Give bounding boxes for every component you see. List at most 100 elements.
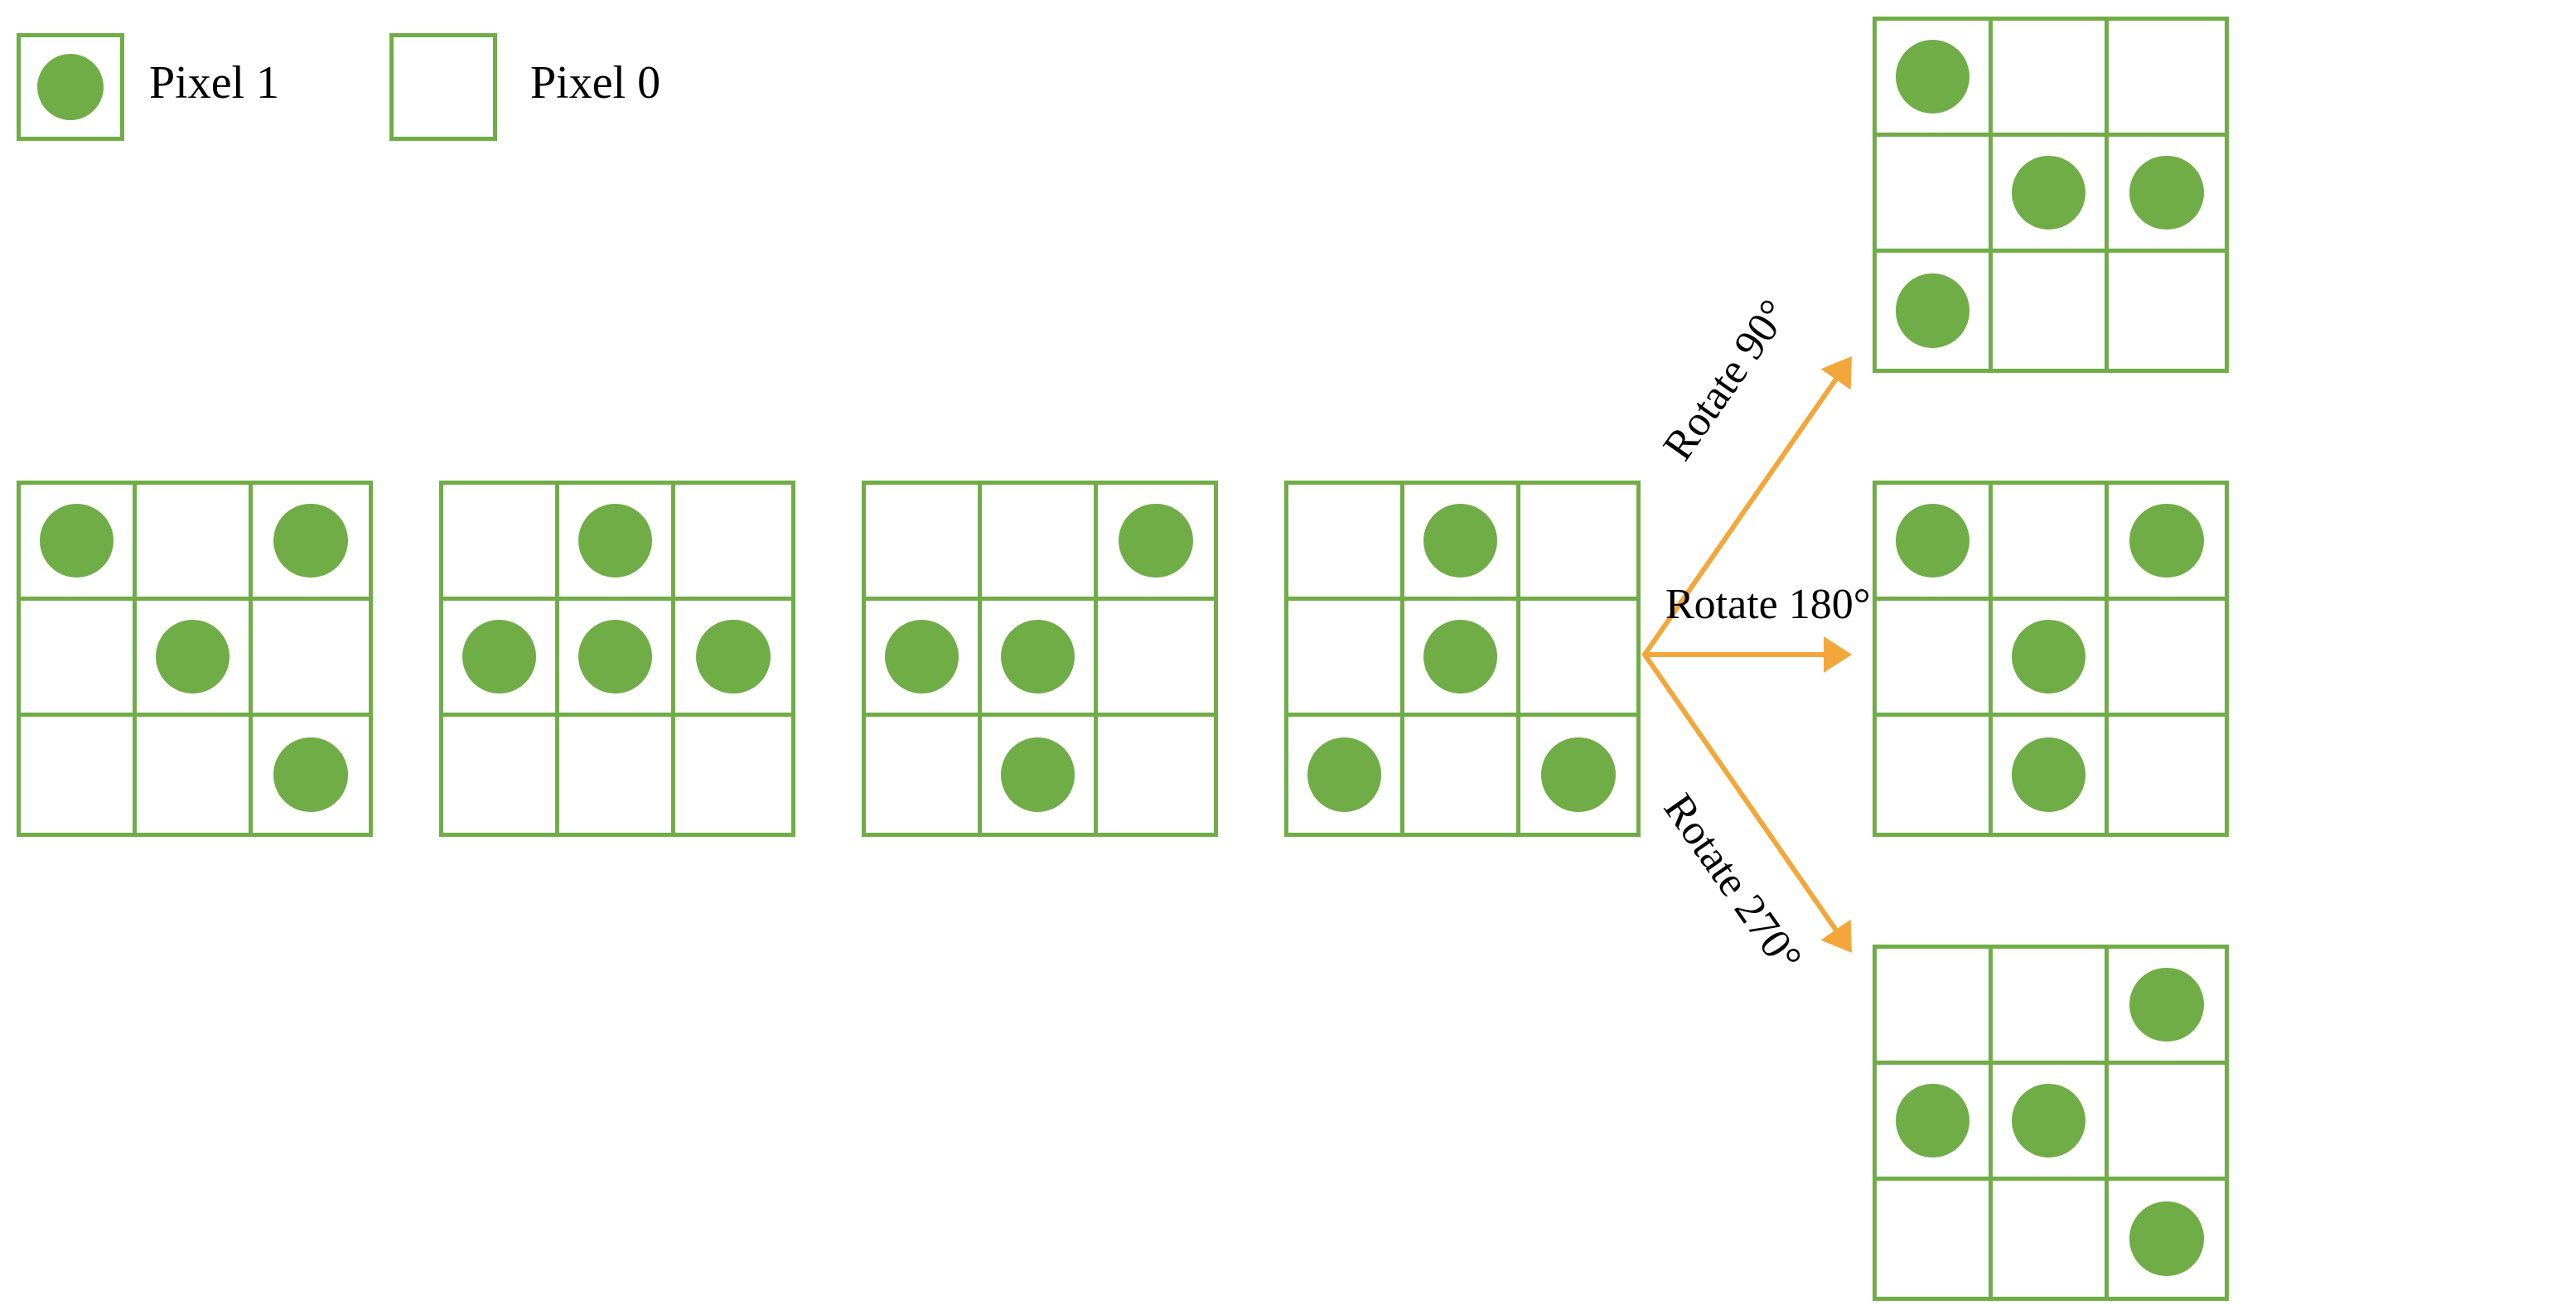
diagram-canvas: Pixel 1 Pixel 0 Rotate 90° Rotate 180° R… — [0, 0, 2576, 1305]
legend-pixel0-cell-inner — [394, 37, 493, 137]
grid-cell — [1404, 717, 1520, 833]
grid-cell — [2109, 1065, 2225, 1181]
pixel-dot-icon — [1001, 620, 1075, 694]
grid-cell — [1288, 485, 1404, 601]
pixel-dot-icon — [2129, 156, 2204, 230]
pixel-dot-icon — [1423, 620, 1498, 694]
grid-cell — [1877, 137, 1993, 253]
grid-cell — [253, 485, 369, 601]
legend-pixel1-cell — [17, 33, 124, 141]
legend-pixel1-label: Pixel 1 — [149, 56, 279, 109]
grid-cell — [253, 717, 369, 833]
rotate-270-label: Rotate 270° — [1654, 785, 1811, 982]
grid-cell — [443, 485, 559, 601]
grid-g2 — [439, 481, 795, 837]
grid-cell — [1993, 717, 2109, 833]
grid-cell — [1993, 253, 2109, 369]
pixel-dot-icon — [273, 737, 348, 812]
grid-cell — [253, 601, 369, 717]
grid-cell — [2109, 21, 2225, 137]
grid-cell — [1993, 485, 2109, 601]
grid-cell — [1098, 717, 1214, 833]
pixel-dot-icon — [885, 620, 959, 694]
grid-cell — [1993, 1065, 2109, 1181]
pixel-dot-icon — [2129, 1201, 2204, 1276]
grid-cell — [2109, 601, 2225, 717]
legend-pixel0-label: Pixel 0 — [530, 56, 660, 109]
grid-cell — [1993, 949, 2109, 1065]
grid-cell — [1877, 485, 1993, 601]
grid-cell — [1877, 253, 1993, 369]
grid-cell — [866, 717, 982, 833]
pixel-dot-icon — [156, 620, 230, 694]
grid-cell — [2109, 137, 2225, 253]
grid-cell — [982, 601, 1098, 717]
grid-cell — [2109, 949, 2225, 1065]
grid-cell — [1520, 717, 1636, 833]
grid-cell — [675, 601, 791, 717]
grid-r90 — [1873, 17, 2229, 373]
pixel-dot-icon — [2012, 620, 2086, 694]
grid-cell — [866, 601, 982, 717]
grid-cell — [982, 485, 1098, 601]
pixel-dot-icon — [1541, 737, 1616, 812]
grid-g4 — [1284, 481, 1641, 837]
grid-cell — [2109, 1181, 2225, 1297]
grid-cell — [443, 717, 559, 833]
legend-pixel1-cell-inner — [21, 37, 120, 137]
grid-cell — [982, 717, 1098, 833]
grid-cell — [137, 601, 253, 717]
grid-cell — [1288, 601, 1404, 717]
rotate-180-label: Rotate 180° — [1665, 580, 1871, 629]
grid-g1 — [17, 481, 373, 837]
grid-cell — [1877, 1181, 1993, 1297]
grid-cell — [1520, 601, 1636, 717]
grid-cell — [1404, 485, 1520, 601]
grid-r270 — [1873, 945, 2229, 1301]
grid-cell — [443, 601, 559, 717]
grid-cell — [1098, 601, 1214, 717]
grid-cell — [559, 601, 675, 717]
pixel-dot-icon — [462, 620, 537, 694]
pixel-dot-icon — [2129, 968, 2204, 1042]
grid-cell — [2109, 717, 2225, 833]
grid-cell — [559, 485, 675, 601]
grid-cell — [1877, 717, 1993, 833]
grid-cell — [1404, 601, 1520, 717]
pixel-dot-icon — [1896, 1084, 1970, 1158]
grid-cell — [1877, 949, 1993, 1065]
grid-g3 — [862, 481, 1218, 837]
pixel-dot-icon — [1896, 273, 1970, 348]
pixel-dot-icon — [578, 620, 653, 694]
grid-cell — [137, 485, 253, 601]
pixel-dot-icon — [2012, 737, 2086, 812]
pixel-dot-icon — [1423, 504, 1498, 578]
grid-cell — [21, 601, 137, 717]
pixel-dot-icon — [2012, 156, 2086, 230]
pixel-dot-icon — [1307, 737, 1382, 812]
grid-r180 — [1873, 481, 2229, 837]
grid-cell — [1877, 601, 1993, 717]
grid-cell — [1993, 1181, 2109, 1297]
rotate-90-label: Rotate 90° — [1654, 291, 1799, 469]
grid-cell — [2109, 485, 2225, 601]
grid-cell — [137, 717, 253, 833]
grid-cell — [21, 485, 137, 601]
pixel-dot-icon — [696, 620, 771, 694]
grid-cell — [1877, 21, 1993, 137]
grid-cell — [866, 485, 982, 601]
grid-cell — [675, 485, 791, 601]
pixel-dot-icon — [578, 504, 653, 578]
pixel-dot-icon — [1896, 40, 1970, 114]
grid-cell — [1098, 485, 1214, 601]
grid-cell — [1993, 137, 2109, 253]
grid-cell — [1288, 717, 1404, 833]
pixel-dot-icon — [1896, 504, 1970, 578]
grid-cell — [21, 717, 137, 833]
grid-cell — [675, 717, 791, 833]
pixel-dot-icon — [1001, 737, 1075, 812]
legend-pixel1-dot-icon — [37, 54, 104, 121]
grid-cell — [2109, 253, 2225, 369]
pixel-dot-icon — [1119, 504, 1193, 578]
grid-cell — [1993, 601, 2109, 717]
